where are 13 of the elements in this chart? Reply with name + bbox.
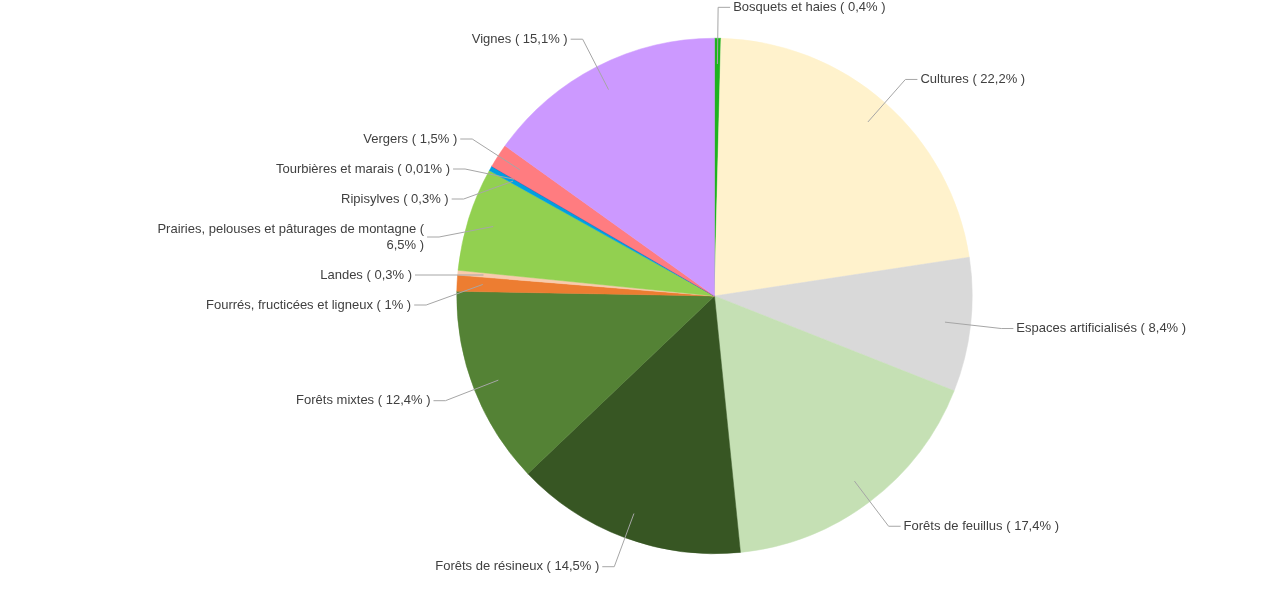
slice-label: Forêts de feuillus ( 17,4% ) <box>903 517 1059 533</box>
slice-label: Espaces artificialisés ( 8,4% ) <box>1016 320 1187 336</box>
slice-label: Bosquets et haies ( 0,4% ) <box>733 0 886 14</box>
slice-label: Forêts de résineux ( 14,5% ) <box>435 558 600 574</box>
slice-label: Vignes ( 15,1% ) <box>471 30 568 46</box>
slice-label: Cultures ( 22,2% ) <box>920 71 1026 87</box>
slice-label: Vergers ( 1,5% ) <box>363 130 458 146</box>
slice-label: Forêts mixtes ( 12,4% ) <box>296 392 431 408</box>
slice-label: Tourbières et marais ( 0,01% ) <box>275 160 451 176</box>
slice-label: Landes ( 0,3% ) <box>320 266 412 282</box>
slice-label: Prairies, pelouses et pâturages de montagne ( 6,5% ) <box>157 220 425 252</box>
slice-label: Fourrés, fructicées et ligneux ( 1% ) <box>205 296 412 312</box>
slice-label: Ripisylves ( 0,3% ) <box>341 190 449 206</box>
